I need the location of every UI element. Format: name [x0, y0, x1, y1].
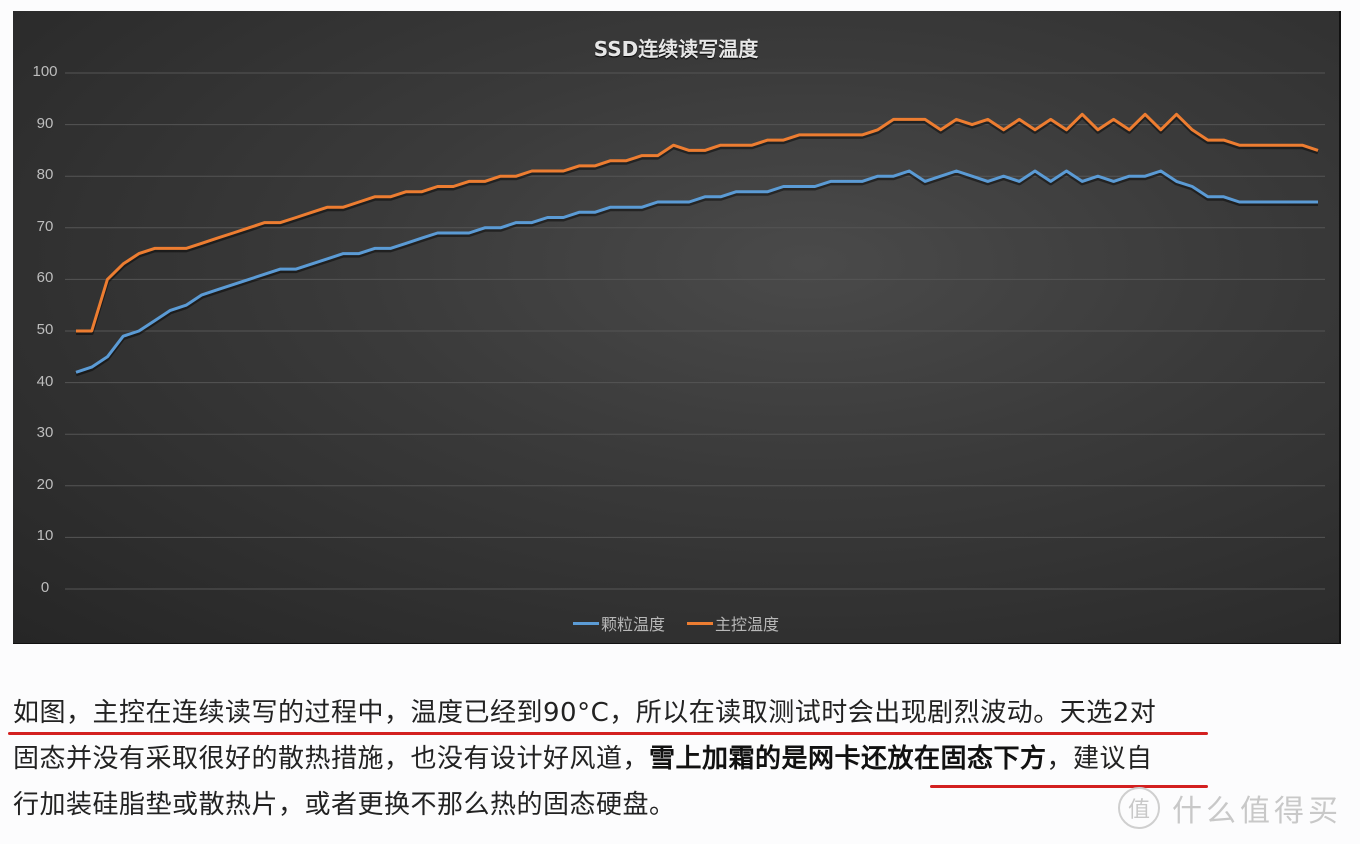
y-tick-label: 50: [36, 321, 54, 338]
y-tick-label: 10: [36, 527, 54, 545]
chart-container: SSD连续读写温度 0 10 20 30 40 50 60 70 80 90 100 颗粒温度 主控…: [13, 11, 1341, 644]
text-segment: 行加装硅脂垫或散热片，或者更换不那么热的固态硬盘。: [13, 790, 676, 820]
legend-item-particle: 颗粒温度: [572, 611, 665, 635]
highlighted-sentence: 如图，主控在连续读写的过程中，温度已经到90°C，所以在读取测试时会出现剧烈波动…: [13, 698, 1060, 728]
legend-swatch-orange: [687, 621, 713, 625]
text-segment: 天选2对: [1059, 698, 1157, 728]
paragraph-line-2: 固态并没有采取很好的散热措施，也没有设计好风道，雪上加霜的是网卡还放在固态下方，…: [13, 736, 1343, 782]
watermark-text: 什么值得买: [1172, 794, 1342, 829]
red-underline-2: [930, 785, 1208, 788]
y-tick-label: 30: [36, 424, 54, 442]
y-tick-label: 20: [36, 475, 54, 493]
red-underline-1: [8, 732, 1208, 735]
paragraph-line-1: 如图，主控在连续读写的过程中，温度已经到90°C，所以在读取测试时会出现剧烈波动…: [13, 690, 1343, 736]
site-watermark: 值 什么值得买: [1118, 786, 1342, 830]
paragraph-line-3: 行加装硅脂垫或散热片，或者更换不那么热的固态硬盘。: [13, 782, 1343, 828]
chart-title: SSD连续读写温度: [593, 37, 759, 61]
legend-swatch-blue: [572, 621, 599, 625]
chart-legend: 颗粒温度 主控温度: [13, 611, 1339, 635]
y-tick-label: 40: [36, 372, 54, 390]
y-tick-label: 80: [36, 166, 54, 184]
watermark-logo-icon: 值: [1118, 787, 1160, 829]
text-segment: ，建议自: [1046, 744, 1153, 774]
legend-label: 主控温度: [715, 615, 780, 634]
y-tick-label: 100: [32, 63, 58, 80]
line-chart: [65, 72, 1325, 590]
article-paragraph: 如图，主控在连续读写的过程中，温度已经到90°C，所以在读取测试时会出现剧烈波动…: [13, 690, 1343, 828]
legend-label: 颗粒温度: [600, 615, 665, 634]
y-tick-label: 0: [40, 579, 50, 596]
text-segment: 固态并没有采取很好的散热措施，也没有设计好风道，: [13, 744, 650, 774]
y-tick-label: 60: [36, 269, 54, 287]
y-tick-label: 70: [36, 217, 54, 235]
y-tick-label: 90: [36, 114, 54, 132]
series-line-controller-temp: [76, 112, 1319, 333]
legend-item-controller: 主控温度: [687, 611, 779, 635]
series-line-particle-temp: [75, 169, 1318, 374]
bold-emphasis: 雪上加霜的是网卡还放在固态下方: [649, 744, 1047, 774]
